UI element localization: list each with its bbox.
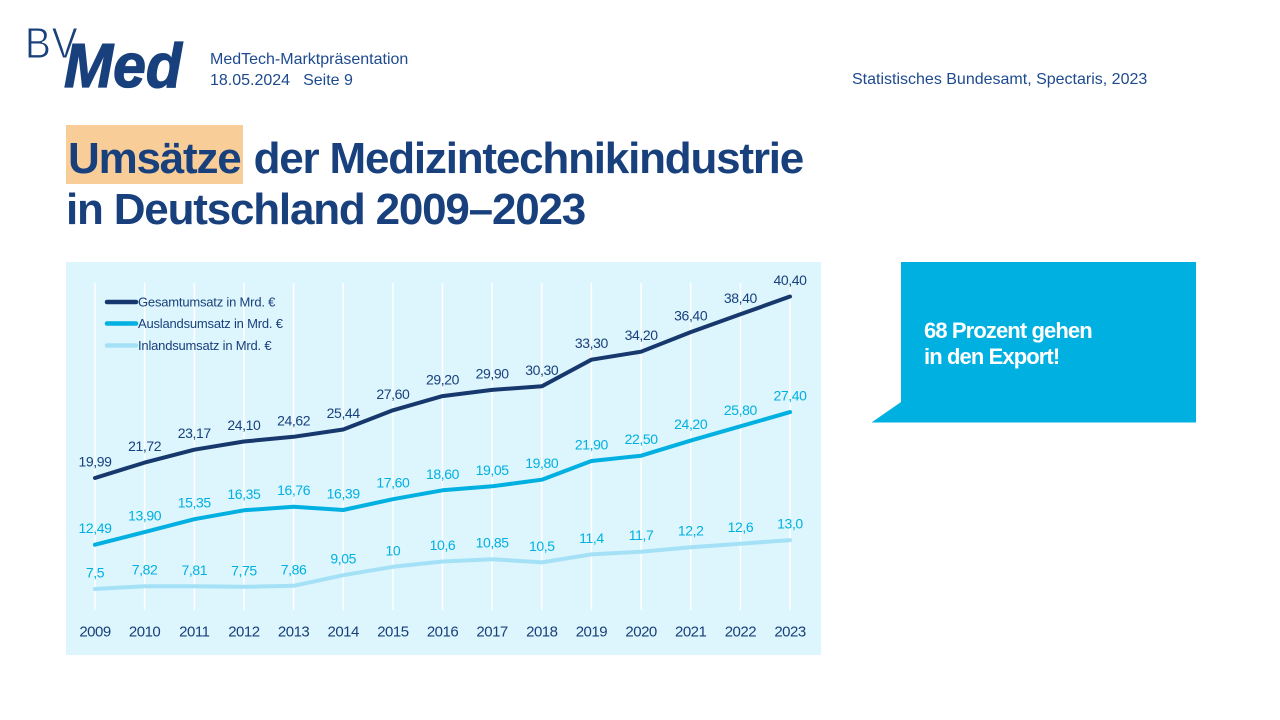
svg-text:19,05: 19,05 [476, 462, 510, 478]
svg-text:2011: 2011 [179, 624, 209, 641]
svg-text:13,0: 13,0 [777, 516, 803, 532]
svg-text:2020: 2020 [625, 624, 657, 641]
svg-text:21,90: 21,90 [575, 437, 609, 453]
svg-text:16,35: 16,35 [227, 486, 261, 502]
svg-text:7,86: 7,86 [281, 561, 307, 577]
svg-text:19,80: 19,80 [525, 455, 559, 471]
svg-text:16,76: 16,76 [277, 482, 311, 498]
svg-text:2015: 2015 [377, 624, 409, 641]
svg-text:2014: 2014 [328, 624, 360, 641]
svg-text:10: 10 [386, 542, 401, 558]
svg-text:2018: 2018 [526, 624, 558, 641]
svg-text:27,40: 27,40 [773, 388, 807, 404]
svg-text:15,35: 15,35 [178, 495, 212, 511]
svg-text:10,85: 10,85 [476, 535, 510, 551]
svg-text:24,62: 24,62 [277, 412, 311, 428]
svg-text:34,20: 34,20 [625, 327, 659, 343]
svg-text:13,90: 13,90 [128, 508, 162, 524]
svg-text:10,6: 10,6 [430, 537, 456, 553]
svg-text:17,60: 17,60 [376, 475, 410, 491]
svg-text:Inlandsumsatz in Mrd. €: Inlandsumsatz in Mrd. € [138, 338, 272, 353]
svg-text:7,81: 7,81 [181, 562, 207, 578]
svg-text:27,60: 27,60 [376, 386, 410, 402]
svg-text:Auslandsumsatz in Mrd. €: Auslandsumsatz in Mrd. € [138, 316, 284, 331]
svg-text:19,99: 19,99 [78, 454, 112, 470]
svg-text:25,80: 25,80 [724, 402, 758, 418]
svg-text:2019: 2019 [576, 624, 608, 641]
svg-text:21,72: 21,72 [128, 438, 162, 454]
svg-text:12,6: 12,6 [728, 519, 754, 535]
svg-text:12,2: 12,2 [678, 523, 704, 539]
svg-text:2013: 2013 [278, 624, 310, 641]
svg-text:2023: 2023 [774, 624, 806, 641]
svg-text:2022: 2022 [725, 624, 757, 641]
svg-text:2017: 2017 [476, 624, 508, 641]
svg-text:16,39: 16,39 [327, 486, 361, 502]
svg-text:7,5: 7,5 [86, 565, 105, 581]
svg-text:2021: 2021 [675, 624, 707, 641]
svg-text:30,30: 30,30 [525, 362, 559, 378]
svg-text:38,40: 38,40 [724, 290, 758, 306]
svg-text:22,50: 22,50 [625, 431, 659, 447]
svg-text:12,49: 12,49 [78, 520, 112, 536]
svg-text:40,40: 40,40 [773, 272, 807, 288]
svg-text:2016: 2016 [427, 624, 459, 641]
svg-text:29,20: 29,20 [426, 372, 460, 388]
svg-text:9,05: 9,05 [330, 551, 356, 567]
svg-text:36,40: 36,40 [674, 308, 708, 324]
svg-text:11,7: 11,7 [629, 527, 654, 543]
svg-text:7,82: 7,82 [132, 562, 158, 578]
svg-text:2009: 2009 [79, 624, 111, 641]
svg-text:23,17: 23,17 [178, 425, 212, 441]
svg-text:11,4: 11,4 [579, 530, 604, 546]
svg-text:7,75: 7,75 [231, 562, 257, 578]
svg-text:Gesamtumsatz in Mrd. €: Gesamtumsatz in Mrd. € [138, 294, 276, 309]
svg-text:33,30: 33,30 [575, 335, 609, 351]
svg-text:2012: 2012 [228, 624, 260, 641]
svg-text:18,60: 18,60 [426, 466, 460, 482]
svg-text:10,5: 10,5 [529, 538, 555, 554]
svg-text:25,44: 25,44 [327, 405, 361, 421]
svg-text:2010: 2010 [129, 624, 161, 641]
svg-text:24,20: 24,20 [674, 416, 708, 432]
svg-text:24,10: 24,10 [227, 417, 261, 433]
svg-text:29,90: 29,90 [476, 365, 510, 381]
